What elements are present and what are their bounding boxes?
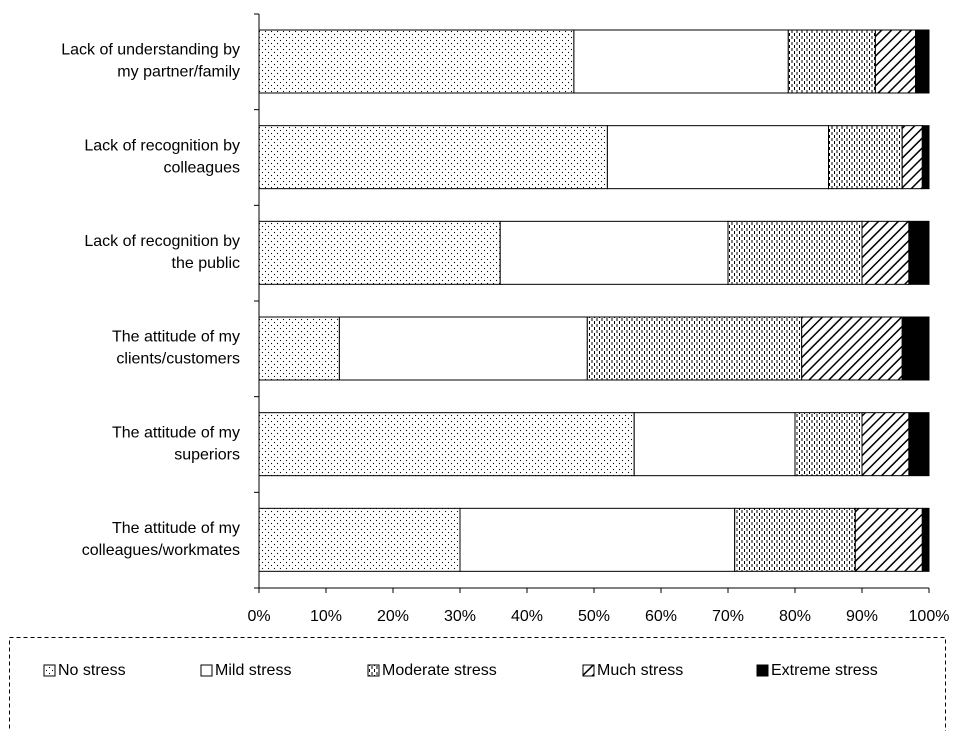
bar-segment <box>861 412 910 477</box>
y-tick-label: The attitude of my <box>112 520 240 537</box>
bar-segment <box>901 125 923 190</box>
legend-label: Mild stress <box>215 662 291 679</box>
bar-segment <box>801 316 903 381</box>
legend-box <box>9 637 946 731</box>
x-tick-label: 30% <box>444 608 476 625</box>
legend-swatch <box>43 664 56 677</box>
y-tick-label: Lack of recognition by <box>84 233 240 250</box>
bar-segment <box>794 412 863 477</box>
bar-segment <box>828 125 903 190</box>
bar-segment <box>854 507 923 572</box>
bar-segment <box>874 29 917 94</box>
legend-swatch <box>582 664 595 677</box>
x-tick-label: 90% <box>846 608 878 625</box>
legend-label: No stress <box>58 662 126 679</box>
legend-label: Much stress <box>597 662 683 679</box>
bar-segment <box>908 220 930 285</box>
bar-segment <box>258 125 608 190</box>
y-tick-label: Lack of understanding by <box>61 42 240 59</box>
y-tick-label: colleagues/workmates <box>82 542 240 559</box>
bar-segment <box>915 29 930 94</box>
bar-segment <box>258 316 340 381</box>
y-tick-label: the public <box>172 255 241 272</box>
y-tick-label: colleagues <box>164 159 241 176</box>
x-tick-label: 0% <box>247 608 270 625</box>
y-tick-label: superiors <box>174 446 240 463</box>
bar-segment <box>908 412 930 477</box>
legend-swatch <box>200 664 213 677</box>
x-tick-label: 10% <box>310 608 342 625</box>
bar-segment <box>499 220 729 285</box>
x-tick-label: 60% <box>645 608 677 625</box>
bar-segment <box>633 412 796 477</box>
y-tick-label: The attitude of my <box>112 329 240 346</box>
x-tick-label: 40% <box>511 608 543 625</box>
bar-segment <box>921 125 930 190</box>
legend-swatch <box>367 664 380 677</box>
legend-label: Extreme stress <box>771 662 878 679</box>
bar-segment <box>258 29 575 94</box>
bar-segment <box>258 220 501 285</box>
x-tick-label: 20% <box>377 608 409 625</box>
x-tick-label: 80% <box>779 608 811 625</box>
bar-segment <box>338 316 588 381</box>
bar-segment <box>787 29 876 94</box>
bar-segment <box>901 316 930 381</box>
legend-swatch <box>756 664 769 677</box>
bar-segment <box>921 507 930 572</box>
bar-segment <box>727 220 863 285</box>
bar-segment <box>258 412 635 477</box>
bar-segment <box>734 507 856 572</box>
bar-segment <box>258 507 461 572</box>
bar-segment <box>573 29 789 94</box>
x-tick-label: 100% <box>909 608 950 625</box>
y-tick-label: The attitude of my <box>112 424 240 441</box>
bar-segment <box>459 507 736 572</box>
y-tick-label: Lack of recognition by <box>84 137 240 154</box>
legend-label: Moderate stress <box>382 662 497 679</box>
bar-segment <box>586 316 803 381</box>
bar-segment <box>606 125 830 190</box>
y-tick-label: my partner/family <box>117 64 240 81</box>
x-tick-label: 70% <box>712 608 744 625</box>
y-tick-label: clients/customers <box>116 351 240 368</box>
bar-segment <box>861 220 910 285</box>
x-tick-label: 50% <box>578 608 610 625</box>
